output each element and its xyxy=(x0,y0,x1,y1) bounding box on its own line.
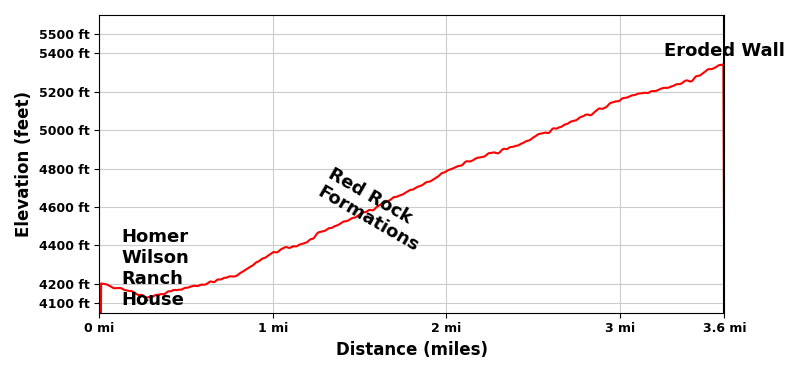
Text: Red Rock
Formations: Red Rock Formations xyxy=(314,165,432,255)
X-axis label: Distance (miles): Distance (miles) xyxy=(336,341,488,359)
Text: Homer
Wilson
Ranch
House: Homer Wilson Ranch House xyxy=(122,228,190,309)
Y-axis label: Elevation (feet): Elevation (feet) xyxy=(15,91,33,237)
Text: Eroded Wall: Eroded Wall xyxy=(664,42,785,60)
